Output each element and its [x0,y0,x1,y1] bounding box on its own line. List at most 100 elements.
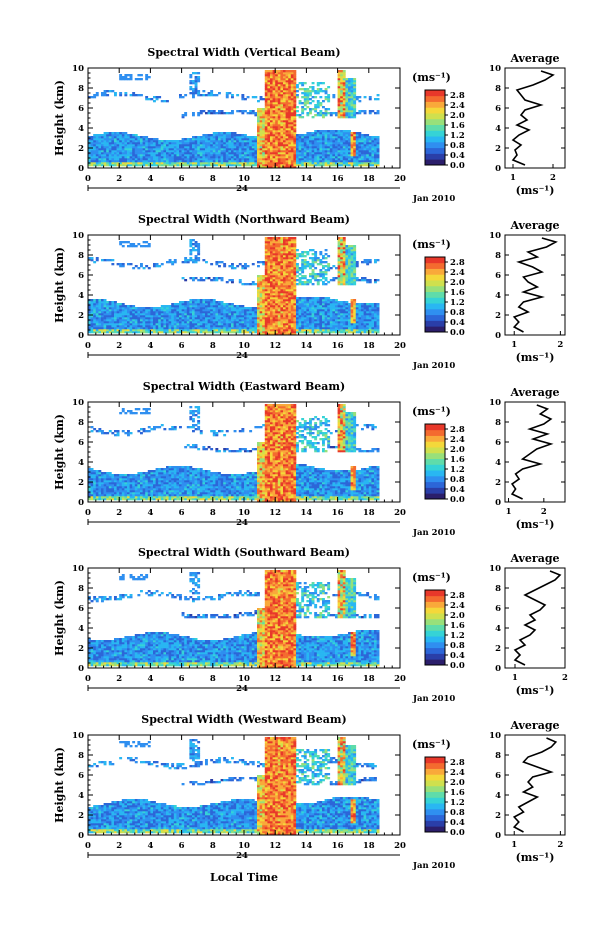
heatmap-cell [142,319,146,322]
heatmap-cell [288,247,292,250]
heatmap-cell [121,150,125,153]
heatmap-cell [238,319,242,322]
heatmap-cell [205,158,208,161]
heatmap-cell [153,317,156,320]
heatmap-cell [160,142,164,145]
heatmap-cell [142,323,146,326]
heatmap-cell [264,74,268,77]
heatmap-cell [199,146,203,149]
heatmap-cell [316,257,320,260]
heatmap-cell [285,297,289,300]
heatmap-cell [173,148,177,151]
heatmap-cell [98,134,102,137]
heatmap-cell [277,271,281,274]
heatmap-cell [285,253,289,256]
heatmap-cell [124,156,128,159]
heatmap-cell [303,329,307,332]
heatmap-cell [225,164,229,167]
heatmap-cell [272,285,276,288]
heatmap-cell [212,164,216,167]
heatmap-cell [119,134,123,137]
heatmap-cell [288,285,292,288]
heatmap-cell [254,152,258,155]
heatmap-cell [350,154,354,157]
heatmap-cell [121,307,125,310]
heatmap-cell [267,277,271,280]
heatmap-cell [223,265,227,268]
heatmap-cell [288,142,292,145]
heatmap-cell [322,301,325,304]
heatmap-cell [319,104,323,107]
heatmap-cell [199,317,203,320]
heatmap-cell [270,80,273,83]
heatmap-cell [288,114,292,117]
heatmap-cell [350,90,354,93]
heatmap-cell [293,156,297,159]
heatmap-cell [176,146,180,149]
heatmap-cell [319,329,323,332]
heatmap-cell [293,281,297,284]
heatmap-cell [189,142,193,145]
heatmap-cell [132,309,136,312]
heatmap-cell [108,132,112,135]
heatmap-cell [275,88,279,91]
heatmap-cell [303,156,307,159]
heatmap-cell [270,74,273,77]
heatmap-cell [275,120,279,123]
heatmap-cell [270,82,273,85]
heatmap-cell [218,309,221,312]
heatmap-cell [241,319,245,322]
heatmap-cell [363,152,367,155]
heatmap-cell [106,319,110,322]
heatmap-cell [257,285,260,288]
heatmap-cell [272,124,276,127]
heatmap-cell [202,309,206,312]
heatmap-cell [176,144,180,147]
heatmap-cell [155,138,159,141]
heatmap-cell [93,315,97,318]
heatmap-cell [121,156,125,159]
heatmap-cell [267,259,271,262]
heatmap-cell [129,148,133,151]
heatmap-cell [257,329,260,332]
heatmap-cell [376,110,380,113]
heatmap-cell [173,317,177,320]
heatmap-cell [267,327,271,330]
heatmap-cell [345,146,349,149]
heatmap-cell [197,92,201,95]
heatmap-cell [108,140,112,143]
heatmap-cell [309,134,312,137]
heatmap-cell [301,106,305,109]
heatmap-cell [129,325,133,328]
heatmap-cell [277,136,281,139]
heatmap-cell [301,92,305,95]
heatmap-cell [223,132,227,135]
heatmap-cell [301,154,305,157]
heatmap-cell [272,146,276,149]
heatmap-cell [316,319,320,322]
heatmap-cell [150,146,154,149]
heatmap-cell [277,253,281,256]
heatmap-cell [306,144,310,147]
heatmap-cell [290,118,294,121]
heatmap-cell [314,148,318,151]
heatmap-cell [283,259,286,262]
heatmap-cell [275,116,279,119]
heatmap-cell [210,142,214,145]
heatmap-cell [228,154,232,157]
heatmap-cell [345,162,349,165]
heatmap-cell [272,144,276,147]
heatmap-cell [124,311,128,314]
heatmap-cell [106,134,110,137]
heatmap-cell [129,307,133,310]
heatmap-cell [298,152,302,155]
heatmap-cell [132,152,136,155]
heatmap-cell [280,317,284,320]
heatmap-cell [236,138,240,141]
heatmap-cell [285,249,289,252]
heatmap-cell [270,279,273,282]
heatmap-cell [160,313,164,316]
heatmap-cell [251,148,255,151]
heatmap-cell [296,299,299,302]
heatmap-cell [309,158,312,161]
